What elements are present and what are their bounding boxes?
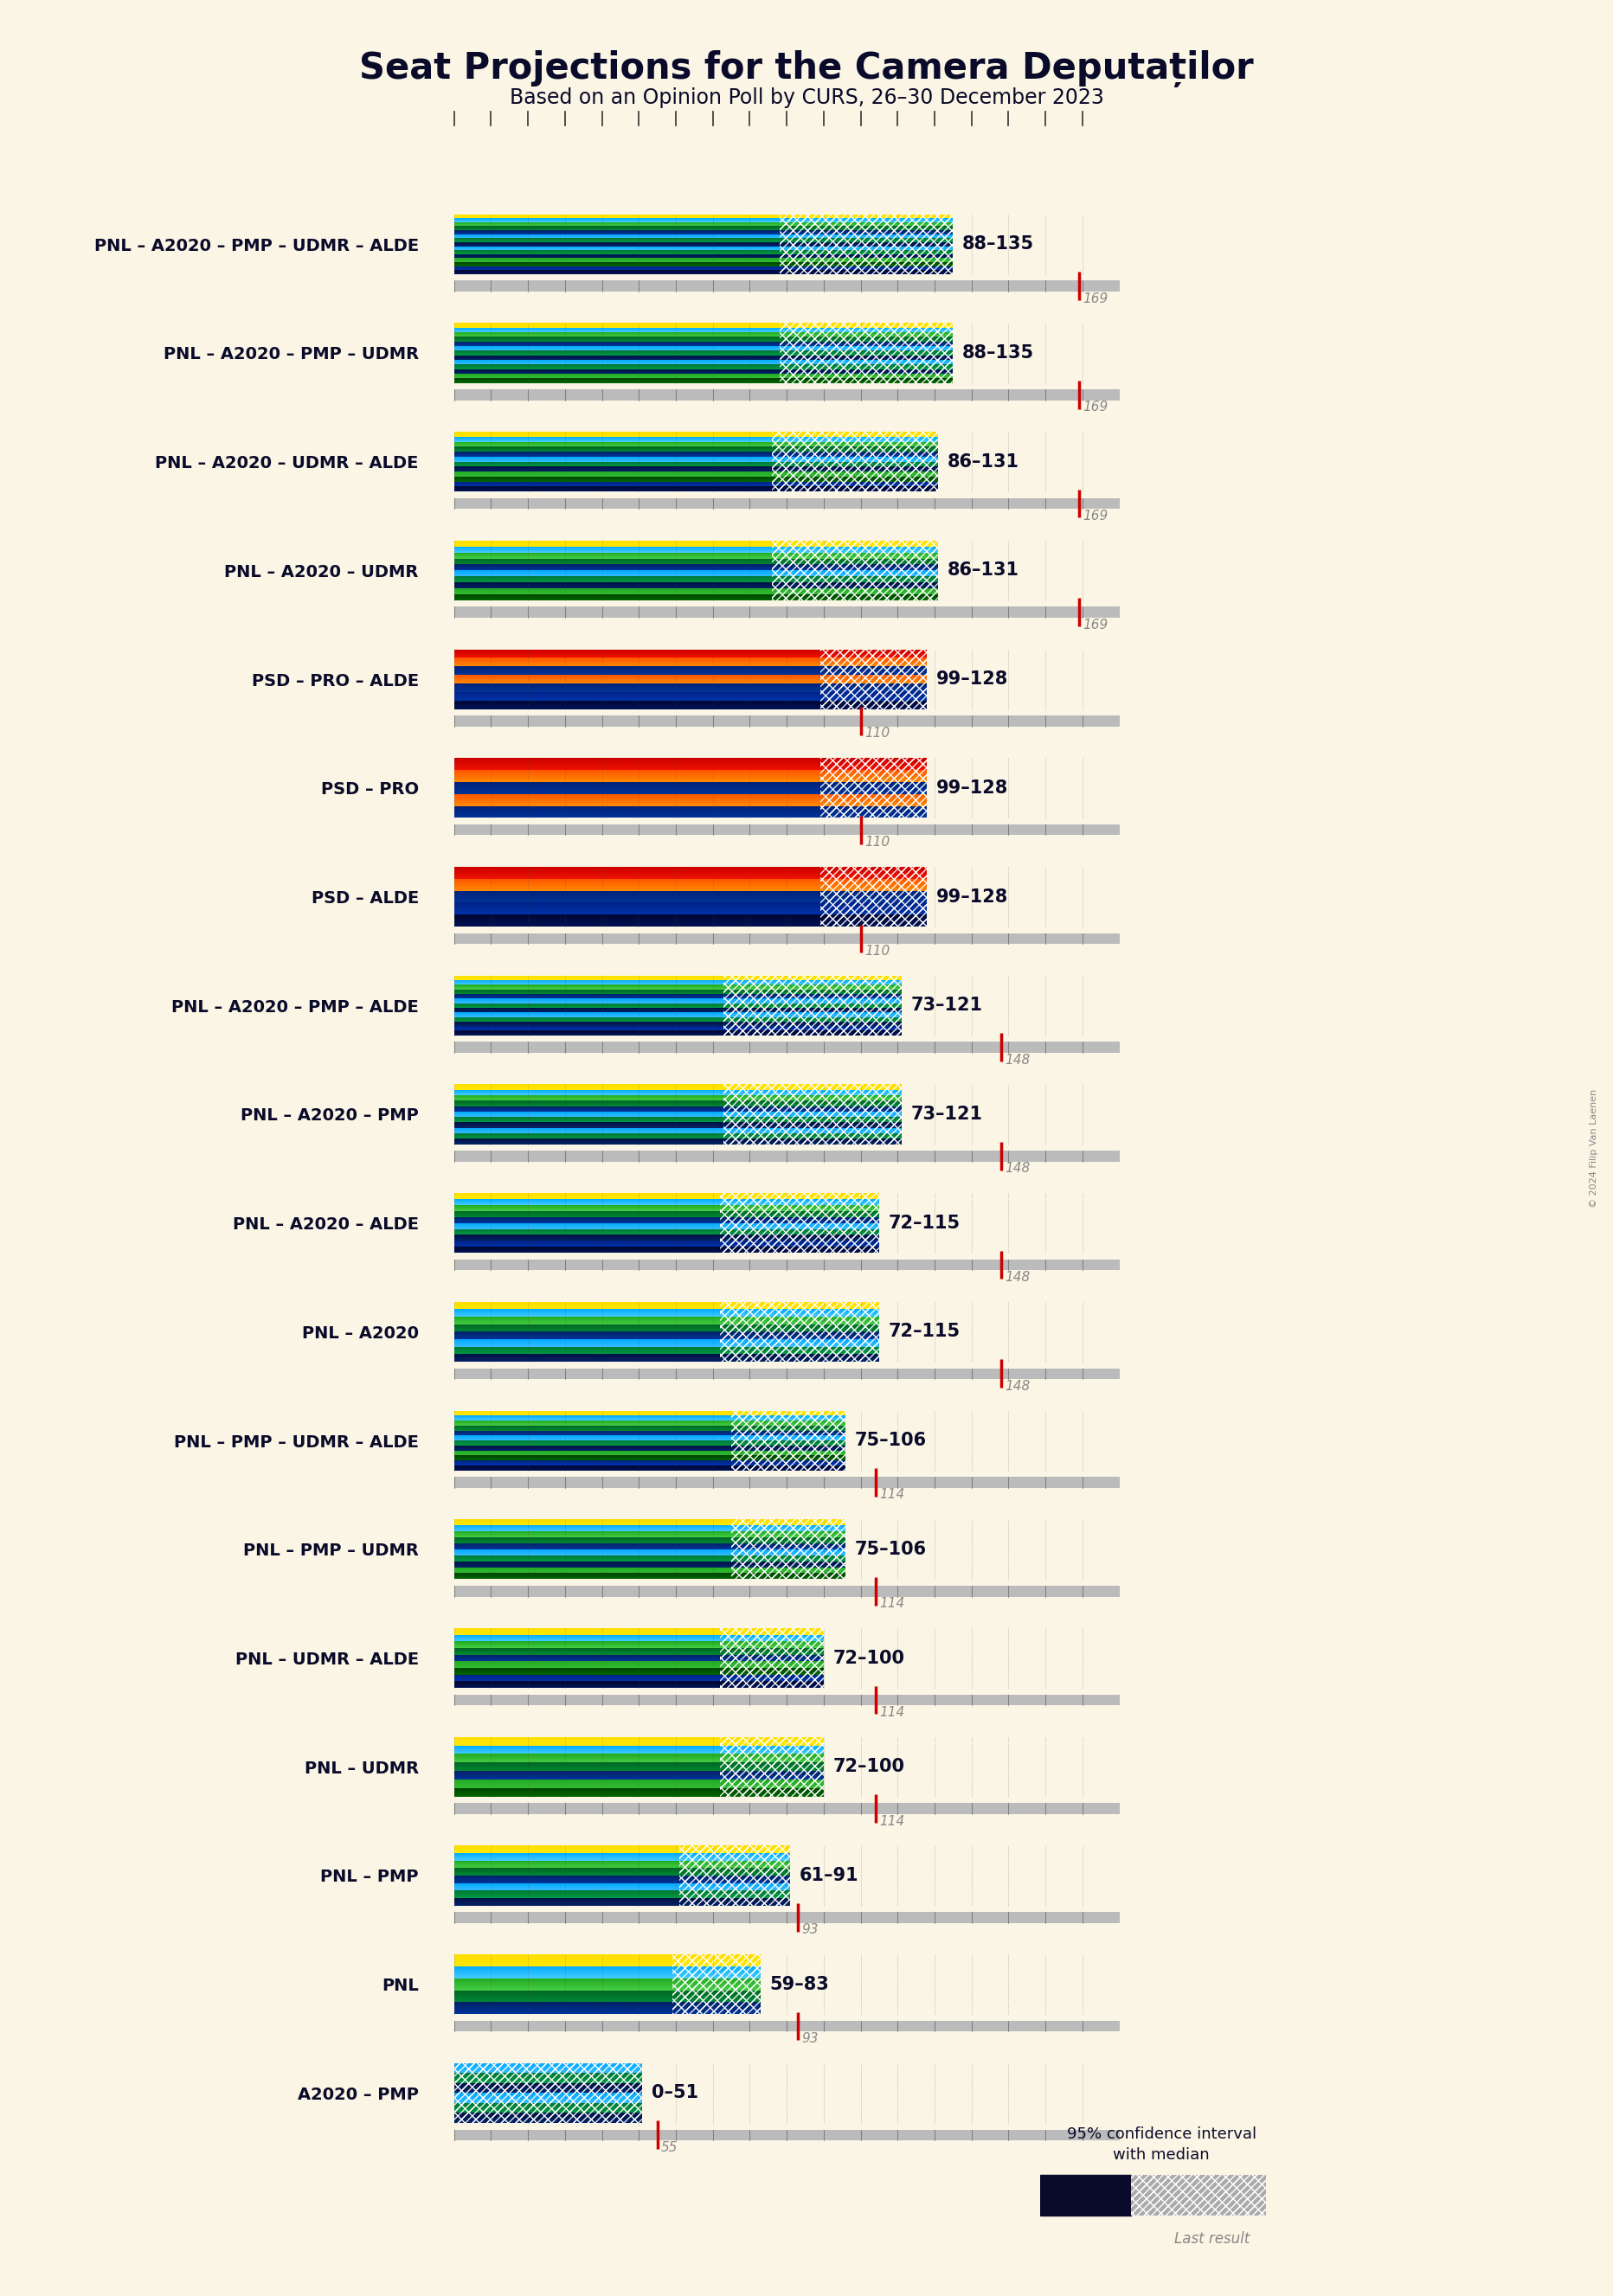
Text: 148: 148 bbox=[1005, 1380, 1031, 1394]
Bar bbox=[453, 716, 1119, 726]
Text: 169: 169 bbox=[1082, 292, 1108, 305]
Bar bbox=[779, 214, 953, 273]
Bar bbox=[453, 606, 1119, 618]
Text: 88–135: 88–135 bbox=[963, 236, 1034, 253]
Bar bbox=[453, 2064, 642, 2124]
Text: 55: 55 bbox=[661, 2140, 677, 2154]
Text: 86–131: 86–131 bbox=[947, 563, 1019, 579]
Bar bbox=[679, 1846, 790, 1906]
Bar bbox=[453, 1150, 1119, 1162]
Bar bbox=[819, 650, 927, 709]
Bar bbox=[453, 1042, 1119, 1054]
Text: 75–106: 75–106 bbox=[855, 1541, 927, 1559]
Bar bbox=[453, 2064, 642, 2124]
Bar bbox=[719, 1628, 824, 1688]
Text: 72–100: 72–100 bbox=[832, 1759, 905, 1775]
Bar bbox=[773, 540, 939, 599]
Text: 114: 114 bbox=[879, 1488, 905, 1502]
Bar bbox=[731, 1410, 845, 1469]
Bar bbox=[453, 1913, 1119, 1922]
Bar bbox=[453, 2020, 1119, 2032]
Bar bbox=[731, 1410, 845, 1469]
Bar bbox=[779, 214, 953, 273]
Bar bbox=[453, 824, 1119, 836]
Text: 148: 148 bbox=[1005, 1054, 1031, 1065]
Bar bbox=[773, 432, 939, 491]
Bar bbox=[673, 1954, 761, 2014]
Bar bbox=[779, 324, 953, 383]
Text: 114: 114 bbox=[879, 1814, 905, 1828]
Bar bbox=[453, 1802, 1119, 1814]
Bar bbox=[453, 1587, 1119, 1596]
Bar bbox=[1040, 2174, 1131, 2216]
Bar bbox=[679, 1846, 790, 1906]
Text: 95% confidence interval
with median: 95% confidence interval with median bbox=[1066, 2126, 1257, 2163]
Text: 0–51: 0–51 bbox=[652, 2085, 698, 2101]
Bar bbox=[731, 1520, 845, 1580]
Text: 72–115: 72–115 bbox=[889, 1215, 960, 1231]
Bar bbox=[819, 758, 927, 817]
Bar bbox=[719, 1194, 879, 1254]
Bar bbox=[724, 1084, 902, 1143]
Bar bbox=[453, 390, 1119, 400]
Bar bbox=[719, 1736, 824, 1798]
Text: 110: 110 bbox=[865, 836, 890, 850]
Text: 99–128: 99–128 bbox=[937, 778, 1008, 797]
Text: © 2024 Filip Van Laenen: © 2024 Filip Van Laenen bbox=[1589, 1088, 1598, 1208]
Bar bbox=[773, 432, 939, 491]
Bar bbox=[673, 1954, 761, 2014]
Text: 169: 169 bbox=[1082, 510, 1108, 523]
Bar bbox=[453, 1476, 1119, 1488]
Bar bbox=[724, 1084, 902, 1143]
Text: 114: 114 bbox=[879, 1598, 905, 1609]
Bar bbox=[1131, 2174, 1266, 2216]
Text: Seat Projections for the Camera Deputaților: Seat Projections for the Camera Deputați… bbox=[360, 51, 1253, 87]
Bar bbox=[1131, 2174, 1266, 2216]
Bar bbox=[724, 976, 902, 1035]
Text: Last result: Last result bbox=[1174, 2232, 1250, 2245]
Bar bbox=[453, 280, 1119, 292]
Bar bbox=[819, 758, 927, 817]
Bar bbox=[453, 1261, 1119, 1270]
Text: 110: 110 bbox=[865, 944, 890, 957]
Bar bbox=[453, 1694, 1119, 1706]
Text: 88–135: 88–135 bbox=[963, 344, 1034, 360]
Text: 93: 93 bbox=[802, 1924, 818, 1936]
Bar bbox=[719, 1194, 879, 1254]
Bar bbox=[779, 324, 953, 383]
Text: 86–131: 86–131 bbox=[947, 452, 1019, 471]
Text: 148: 148 bbox=[1005, 1162, 1031, 1176]
Bar bbox=[724, 976, 902, 1035]
Bar bbox=[1131, 2174, 1266, 2216]
Bar bbox=[719, 1736, 824, 1798]
Bar bbox=[453, 2128, 1119, 2140]
Text: 169: 169 bbox=[1082, 402, 1108, 413]
Text: 93: 93 bbox=[802, 2032, 818, 2046]
Text: 73–121: 73–121 bbox=[910, 1107, 982, 1123]
Bar bbox=[719, 1302, 879, 1362]
Bar bbox=[731, 1520, 845, 1580]
Bar bbox=[719, 1302, 879, 1362]
Text: 99–128: 99–128 bbox=[937, 670, 1008, 689]
Text: 72–100: 72–100 bbox=[832, 1649, 905, 1667]
Bar bbox=[453, 1368, 1119, 1380]
Bar bbox=[453, 932, 1119, 944]
Bar bbox=[819, 868, 927, 928]
Text: 59–83: 59–83 bbox=[769, 1975, 829, 1993]
Text: 61–91: 61–91 bbox=[800, 1867, 860, 1885]
Bar bbox=[773, 540, 939, 599]
Text: 114: 114 bbox=[879, 1706, 905, 1720]
Text: 110: 110 bbox=[865, 728, 890, 739]
Bar bbox=[719, 1628, 824, 1688]
Bar bbox=[819, 650, 927, 709]
Bar bbox=[453, 498, 1119, 510]
Bar bbox=[819, 868, 927, 928]
Text: 148: 148 bbox=[1005, 1272, 1031, 1283]
Text: 169: 169 bbox=[1082, 618, 1108, 631]
Text: Based on an Opinion Poll by CURS, 26–30 December 2023: Based on an Opinion Poll by CURS, 26–30 … bbox=[510, 87, 1103, 108]
Text: 73–121: 73–121 bbox=[910, 996, 982, 1015]
Text: 99–128: 99–128 bbox=[937, 889, 1008, 905]
Text: 72–115: 72–115 bbox=[889, 1322, 960, 1341]
Text: 75–106: 75–106 bbox=[855, 1433, 927, 1449]
